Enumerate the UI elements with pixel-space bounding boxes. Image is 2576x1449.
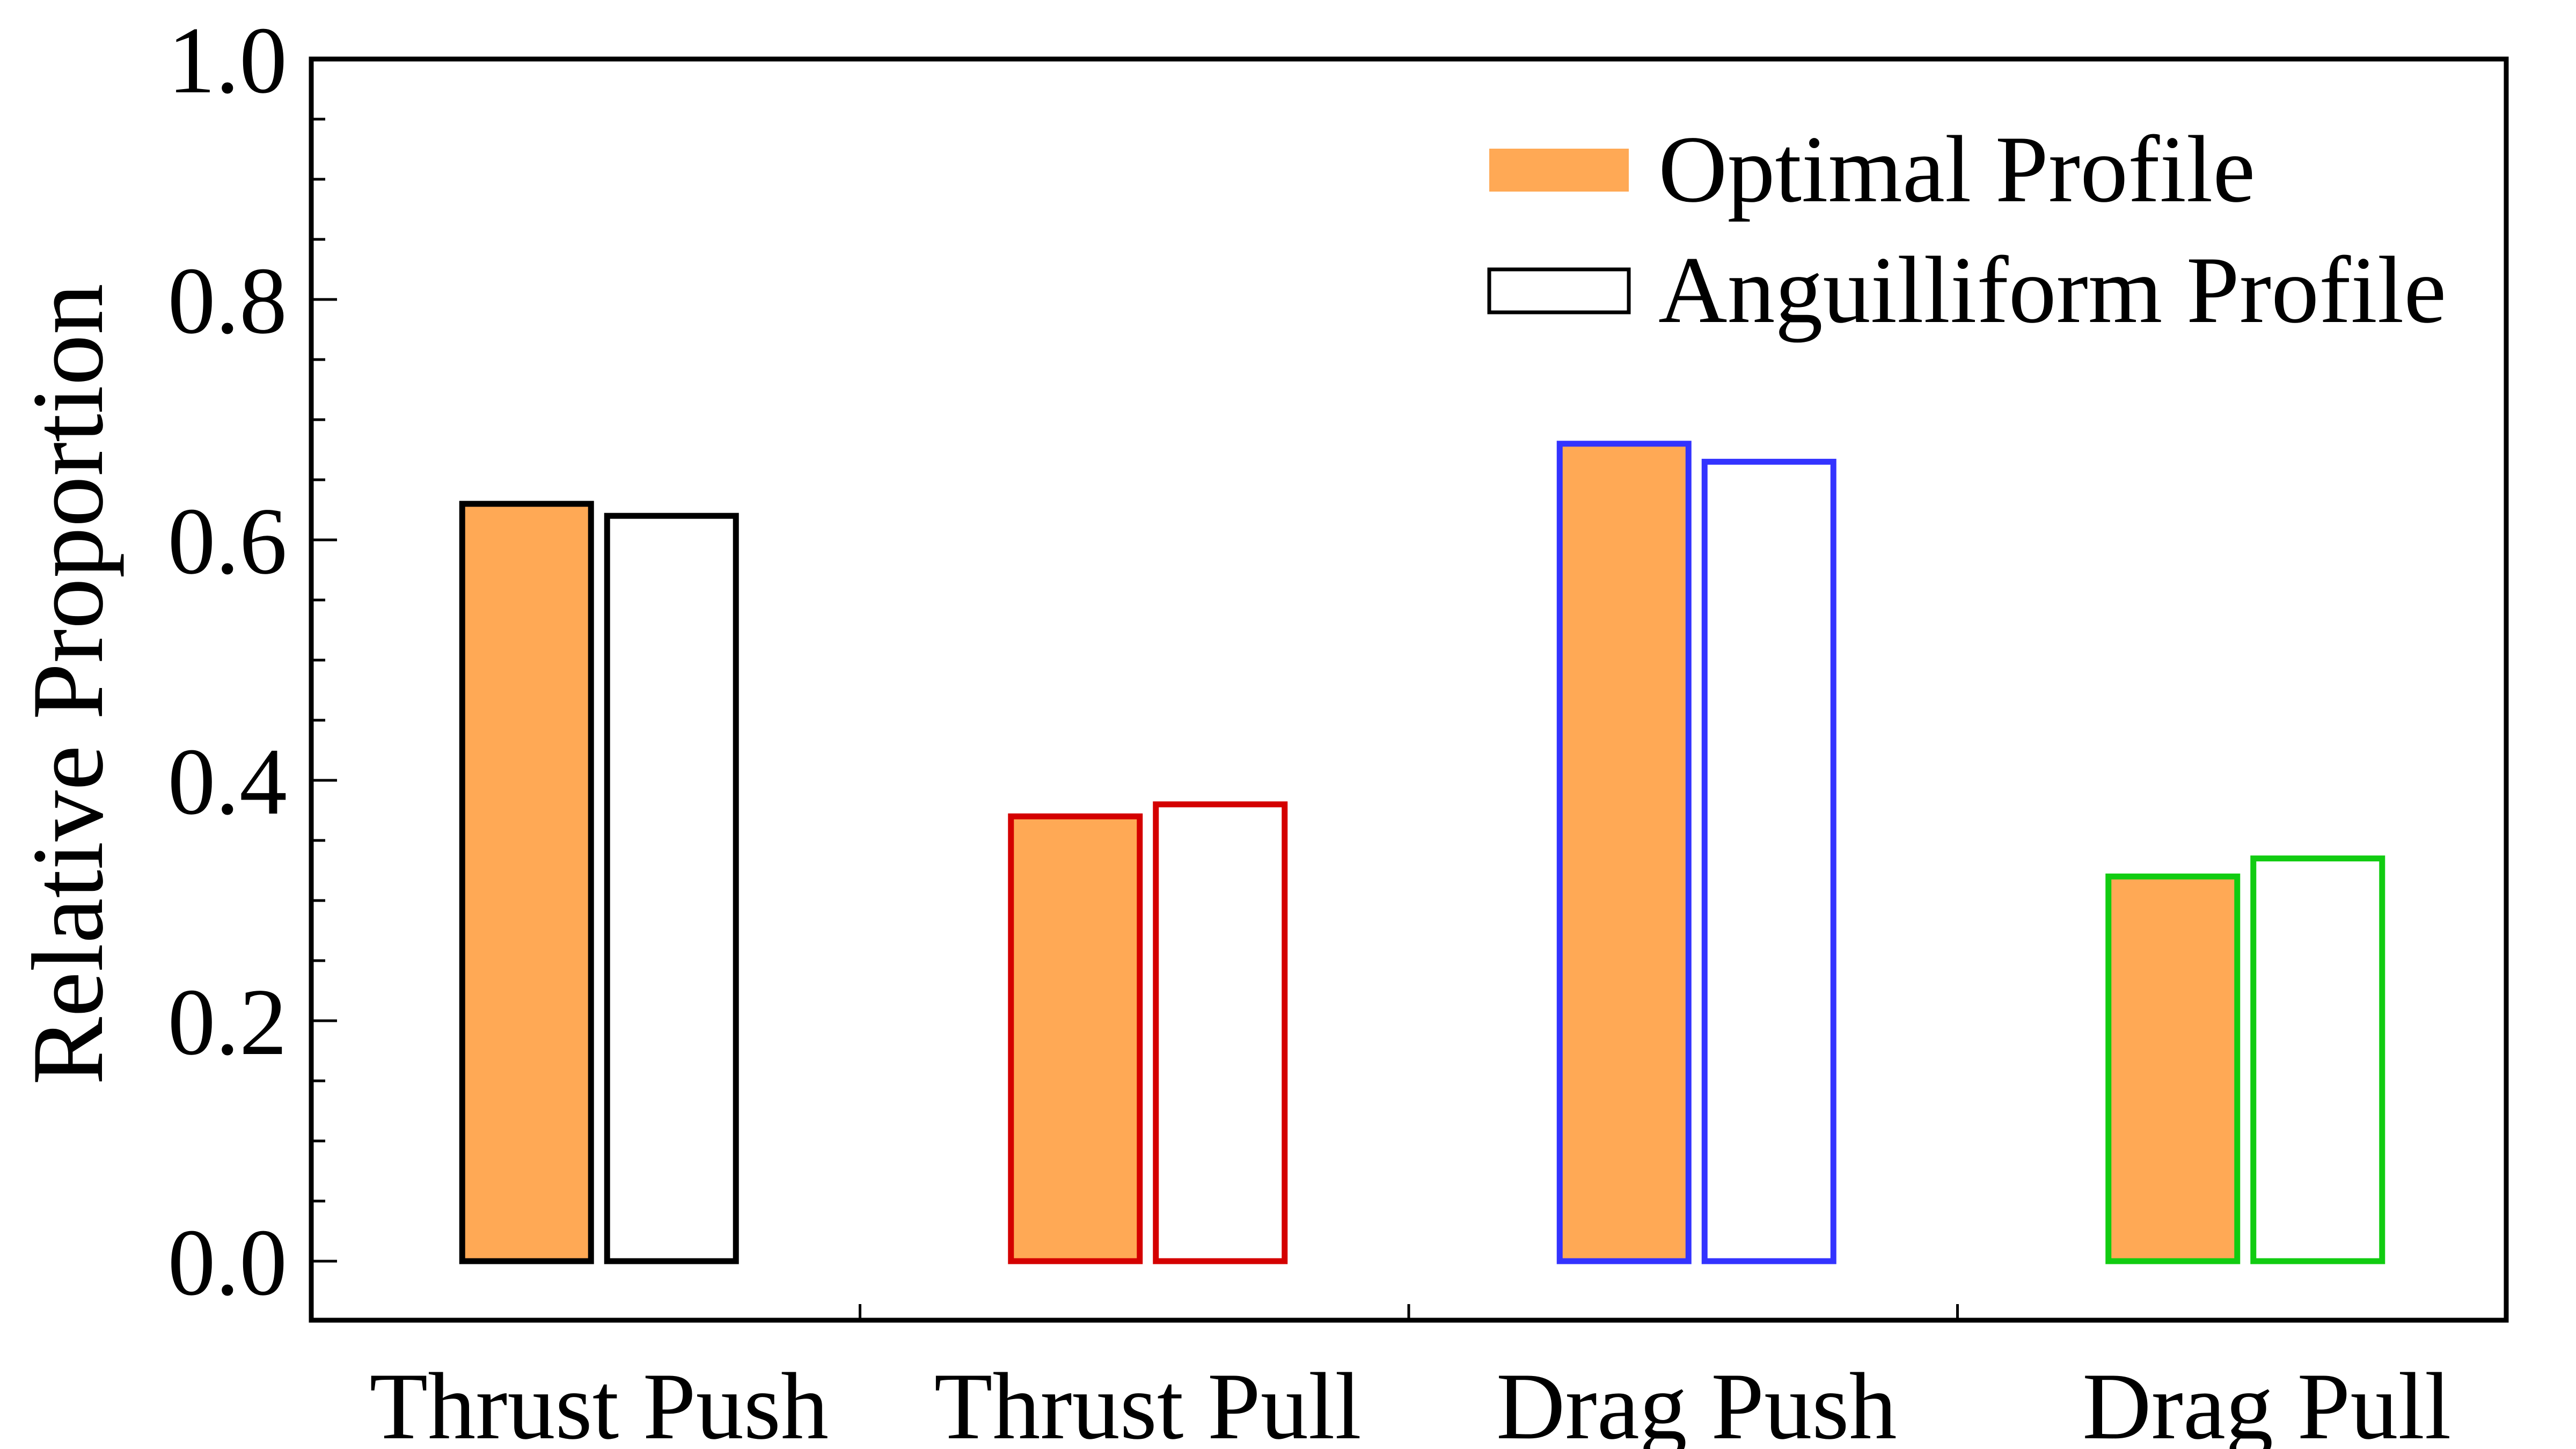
legend-swatch [1489,149,1629,192]
bar [1153,801,1288,1264]
bar [604,513,739,1264]
y-axis: 0.0 0.2 0.4 0.6 0.8 1.0 [168,7,337,1315]
legend-item: Optimal Profile [1489,116,2255,222]
y-axis-title: Relative Proportion [12,283,125,1085]
legend-item: Anguilliform Profile [1487,237,2446,343]
y-tick-label: 0.2 [168,969,288,1075]
bar [1008,813,1143,1264]
y-tick-label: 0.0 [168,1209,288,1315]
y-tick-label: 0.4 [168,728,288,835]
x-tick-label: Drag Push [1496,1353,1897,1449]
x-tick-label: Thrust Pull [934,1353,1362,1449]
bar [459,501,594,1264]
bar [2250,855,2385,1264]
x-tick-label: Thrust Push [370,1353,829,1449]
y-tick-label: 0.8 [168,247,288,354]
legend-swatch [1487,267,1631,314]
bar [1556,441,1692,1264]
bar [2105,873,2241,1264]
x-axis: Thrust Push Thrust Pull Drag Push Drag Pull [370,1304,2451,1449]
bars-layer [459,441,2385,1264]
legend-label: Optimal Profile [1658,116,2255,222]
legend: Optimal Profile Anguilliform Profile [1487,116,2446,343]
legend-label: Anguilliform Profile [1658,237,2446,343]
y-tick-label: 1.0 [168,7,288,113]
y-tick-label: 0.6 [168,488,288,594]
x-tick-label: Drag Pull [2082,1353,2451,1449]
bar [1701,458,1836,1264]
